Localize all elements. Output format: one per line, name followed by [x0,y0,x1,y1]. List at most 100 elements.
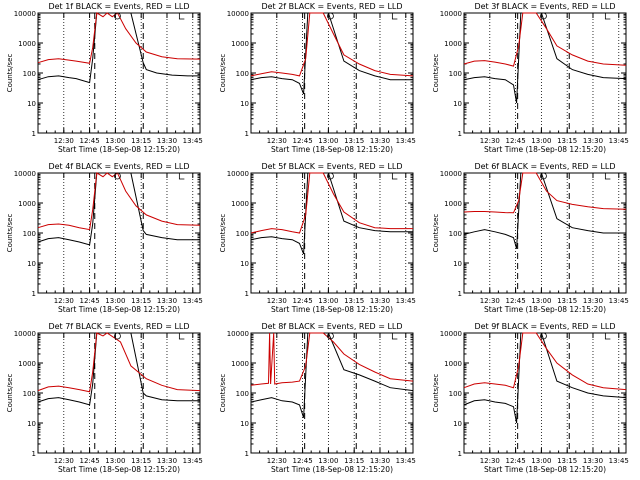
x-tick-label: 13:00 [531,457,551,465]
x-tick-label: 12:45 [79,297,99,305]
lld-series-line [463,172,627,214]
y-tick-label: 1 [32,290,36,298]
top-marker-bracket [178,333,185,340]
x-tick-label: 13:45 [609,457,629,465]
x-axis-label: Start Time (18-Sep-08 12:15:20) [58,145,180,154]
x-tick-label: 13:00 [318,457,338,465]
top-marker-bracket [391,173,398,180]
panel-title: Det 8f BLACK = Events, RED = LLD [261,322,402,331]
x-tick-label: 12:45 [505,137,525,145]
y-axis-label: Counts/sec [6,374,14,413]
x-tick-label: 13:45 [396,137,416,145]
top-marker-circle [327,12,334,20]
y-tick-label: 100 [449,390,462,398]
panel-title: Det 3f BLACK = Events, RED = LLD [474,2,615,11]
y-axis-label: Counts/sec [219,374,227,413]
top-marker-circle [114,172,121,180]
y-tick-label: 1 [245,130,249,138]
x-axis-label: Start Time (18-Sep-08 12:15:20) [271,465,393,474]
events-series-line [250,332,414,418]
y-tick-label: 10 [453,100,462,108]
y-tick-label: 10 [27,420,36,428]
y-tick-label: 10000 [14,170,36,178]
x-tick-label: 13:00 [531,137,551,145]
panel-title: Det 2f BLACK = Events, RED = LLD [261,2,402,11]
top-marker-bracket [604,333,611,340]
x-tick-label: 13:45 [183,457,203,465]
x-tick-label: 12:30 [54,457,74,465]
x-tick-label: 13:15 [557,297,577,305]
y-axis-label: Counts/sec [432,374,440,413]
y-tick-label: 1000 [231,40,249,48]
x-tick-label: 13:15 [344,137,364,145]
x-tick-label: 12:45 [292,137,312,145]
top-marker-bracket [391,13,398,20]
y-tick-label: 10 [453,260,462,268]
x-tick-label: 13:30 [370,137,390,145]
y-tick-label: 1000 [18,360,36,368]
y-tick-label: 1 [32,450,36,458]
lld-series-line [250,172,413,234]
y-axis-label: Counts/sec [6,54,14,93]
x-tick-label: 12:45 [79,457,99,465]
top-marker-bracket [178,13,185,20]
x-tick-label: 12:45 [505,457,525,465]
y-tick-label: 100 [449,230,462,238]
x-tick-label: 13:45 [609,137,629,145]
y-tick-label: 1 [245,290,249,298]
x-tick-label: 12:45 [79,137,99,145]
top-marker-circle [540,12,547,20]
y-tick-label: 1000 [18,200,36,208]
y-tick-label: 10000 [227,330,249,338]
y-tick-label: 10 [27,260,36,268]
y-tick-label: 10 [240,420,249,428]
y-tick-label: 10000 [440,170,462,178]
y-tick-label: 1 [458,130,462,138]
y-tick-label: 10 [453,420,462,428]
x-tick-label: 12:30 [480,457,500,465]
x-tick-label: 13:30 [583,457,603,465]
x-tick-label: 12:30 [480,137,500,145]
top-marker-circle [540,332,547,340]
x-tick-label: 13:30 [157,457,177,465]
plot-frame [463,332,627,454]
x-tick-label: 13:30 [157,137,177,145]
y-tick-label: 100 [23,230,36,238]
x-tick-label: 13:45 [609,297,629,305]
events-series-line [37,12,200,84]
y-tick-label: 100 [23,70,36,78]
x-axis-label: Start Time (18-Sep-08 12:15:20) [484,305,606,314]
x-tick-label: 13:15 [557,457,577,465]
y-tick-label: 1000 [231,360,249,368]
y-tick-label: 10000 [440,10,462,18]
y-axis-label: Counts/sec [432,214,440,253]
x-tick-label: 12:45 [292,457,312,465]
y-tick-label: 10000 [14,330,36,338]
y-tick-label: 1 [32,130,36,138]
x-tick-label: 13:30 [370,297,390,305]
panel-title: Det 1f BLACK = Events, RED = LLD [48,2,189,11]
x-tick-label: 13:45 [396,297,416,305]
x-axis-label: Start Time (18-Sep-08 12:15:20) [484,465,606,474]
x-tick-label: 13:30 [157,297,177,305]
panel-title: Det 6f BLACK = Events, RED = LLD [474,162,615,171]
x-tick-label: 13:00 [105,137,125,145]
x-tick-label: 12:30 [267,297,287,305]
y-tick-label: 1000 [231,200,249,208]
x-tick-label: 12:30 [267,137,287,145]
y-tick-label: 10 [240,260,249,268]
x-tick-label: 13:45 [183,137,203,145]
top-marker-circle [327,172,334,180]
y-tick-label: 10000 [227,170,249,178]
x-tick-label: 13:00 [105,297,125,305]
x-tick-label: 13:45 [183,297,203,305]
x-axis-label: Start Time (18-Sep-08 12:15:20) [271,145,393,154]
y-axis-label: Counts/sec [6,214,14,253]
panel-title: Det 7f BLACK = Events, RED = LLD [48,322,189,331]
